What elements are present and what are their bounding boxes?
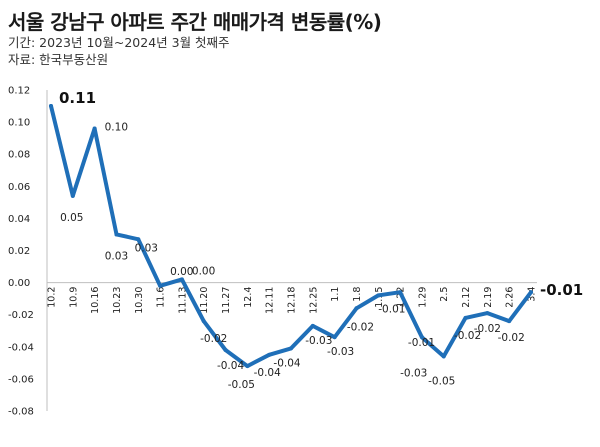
data-point	[70, 193, 75, 198]
data-point	[419, 335, 424, 340]
y-tick-label: 0.10	[8, 118, 30, 129]
data-point	[49, 104, 53, 109]
data-point	[376, 293, 381, 298]
y-tick-label: -0.04	[8, 342, 34, 353]
y-tick-label: 0.02	[8, 246, 30, 257]
data-point	[354, 306, 359, 311]
x-tick-label: 2.12	[461, 287, 472, 308]
x-tick-label: 12.11	[265, 287, 276, 314]
y-tick-label: -0.08	[8, 407, 34, 418]
data-point	[136, 237, 141, 242]
data-label: -0.01	[408, 337, 435, 349]
x-tick-label: 1.8	[352, 287, 363, 302]
x-tick-label: 12.25	[308, 287, 319, 314]
data-label: -0.02	[474, 323, 501, 335]
series-line	[49, 104, 533, 369]
data-point	[289, 346, 293, 351]
data-point	[158, 283, 163, 288]
x-tick-label: 10.2	[47, 287, 58, 308]
x-tick-label: 11.13	[177, 287, 188, 314]
data-label: -0.04	[254, 367, 281, 379]
data-label: -0.01	[378, 303, 405, 315]
y-tick-label: -0.06	[8, 374, 34, 385]
data-label: 0.00	[192, 265, 215, 277]
data-label: 0.11	[59, 89, 96, 107]
data-point	[267, 352, 272, 357]
x-tick-label: 10.23	[112, 287, 123, 314]
y-tick-label: 0.12	[8, 86, 30, 97]
data-label: -0.05	[428, 375, 455, 387]
y-tick-label: -0.02	[8, 310, 34, 321]
x-tick-label: 10.9	[68, 287, 79, 308]
data-label: -0.04	[273, 357, 300, 369]
x-tick-label: 11.20	[199, 287, 210, 314]
x-tick-label: 11.6	[156, 287, 167, 308]
x-tick-label: 10.16	[90, 287, 101, 314]
x-tick-label: 2.26	[505, 287, 516, 308]
data-point	[485, 311, 490, 316]
data-point	[114, 232, 119, 237]
data-label: -0.03	[327, 346, 354, 358]
data-label: -0.02	[454, 330, 481, 342]
data-label: 0.00	[170, 266, 193, 278]
data-label: -0.02	[498, 332, 525, 344]
x-tick-label: 10.30	[134, 287, 145, 314]
data-point	[223, 348, 228, 353]
data-point	[332, 335, 337, 340]
data-label: -0.04	[217, 360, 244, 372]
data-label: 0.10	[105, 122, 128, 134]
x-tick-label: 2.5	[439, 287, 450, 302]
x-tick-label: 11.27	[221, 287, 232, 314]
data-label: 0.03	[105, 250, 128, 262]
y-tick-label: 0.04	[8, 214, 30, 225]
x-tick-label: 2.19	[483, 287, 494, 308]
data-point	[441, 354, 446, 359]
data-point	[529, 290, 533, 295]
data-point	[463, 315, 468, 320]
data-point	[507, 319, 512, 324]
data-point	[245, 364, 250, 369]
data-label: -0.02	[347, 321, 374, 333]
data-label: -0.03	[305, 335, 332, 347]
chart-title: 서울 강남구 아파트 주간 매매가격 변동률(%)	[8, 10, 382, 34]
data-label: -0.05	[228, 379, 255, 391]
x-tick-label: 12.4	[243, 287, 254, 308]
data-point	[92, 126, 97, 131]
y-tick-label: 0.08	[8, 150, 30, 161]
data-point	[179, 277, 184, 282]
data-label: -0.03	[400, 367, 427, 379]
x-tick-label: 1.1	[330, 287, 341, 302]
chart-source: 자료: 한국부동산원	[8, 52, 109, 67]
data-label: 0.05	[60, 212, 83, 224]
data-label: -0.01	[540, 281, 583, 299]
data-label: -0.02	[200, 333, 227, 345]
chart-period: 기간: 2023년 10월~2024년 3월 첫째주	[8, 35, 230, 50]
x-tick-label: 12.18	[287, 287, 298, 314]
data-label: 0.03	[135, 242, 158, 254]
data-point	[201, 319, 206, 324]
y-tick-label: 0.06	[8, 182, 30, 193]
data-point	[398, 290, 403, 295]
y-tick-label: 0.00	[8, 278, 30, 289]
x-tick-label: 1.29	[417, 287, 428, 308]
data-point	[310, 323, 315, 328]
